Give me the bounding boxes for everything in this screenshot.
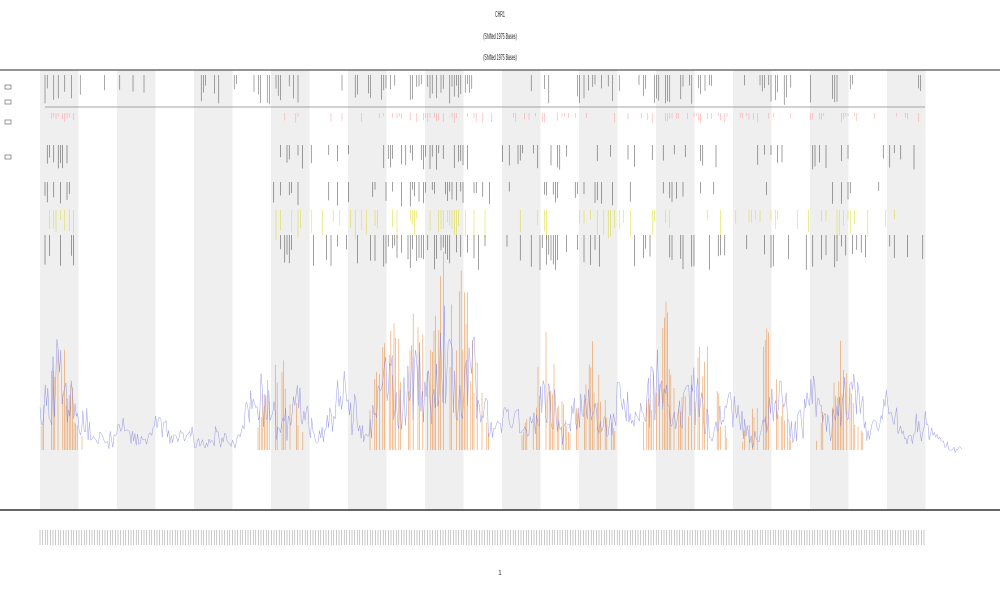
background-band (579, 70, 618, 510)
background-band (425, 70, 464, 510)
x-axis-caption: 1 (498, 570, 502, 577)
legend-swatch (4, 99, 12, 105)
background-band (810, 70, 849, 510)
background-band (117, 70, 156, 510)
background-band (40, 70, 79, 510)
background-band (348, 70, 387, 510)
background-band (502, 70, 541, 510)
chart-subtitle-1: (Shifted 1975 Bases) (483, 32, 517, 41)
background-band (656, 70, 695, 510)
legend-swatch (4, 154, 12, 160)
legend-swatch (4, 119, 12, 125)
chart-title: CHR1 (495, 10, 505, 19)
legend-swatch (4, 84, 12, 90)
chart-subtitle-2: (Shifted 1975 Bases) (483, 53, 517, 62)
coverage-series-line (39, 305, 962, 454)
background-band (887, 70, 926, 510)
